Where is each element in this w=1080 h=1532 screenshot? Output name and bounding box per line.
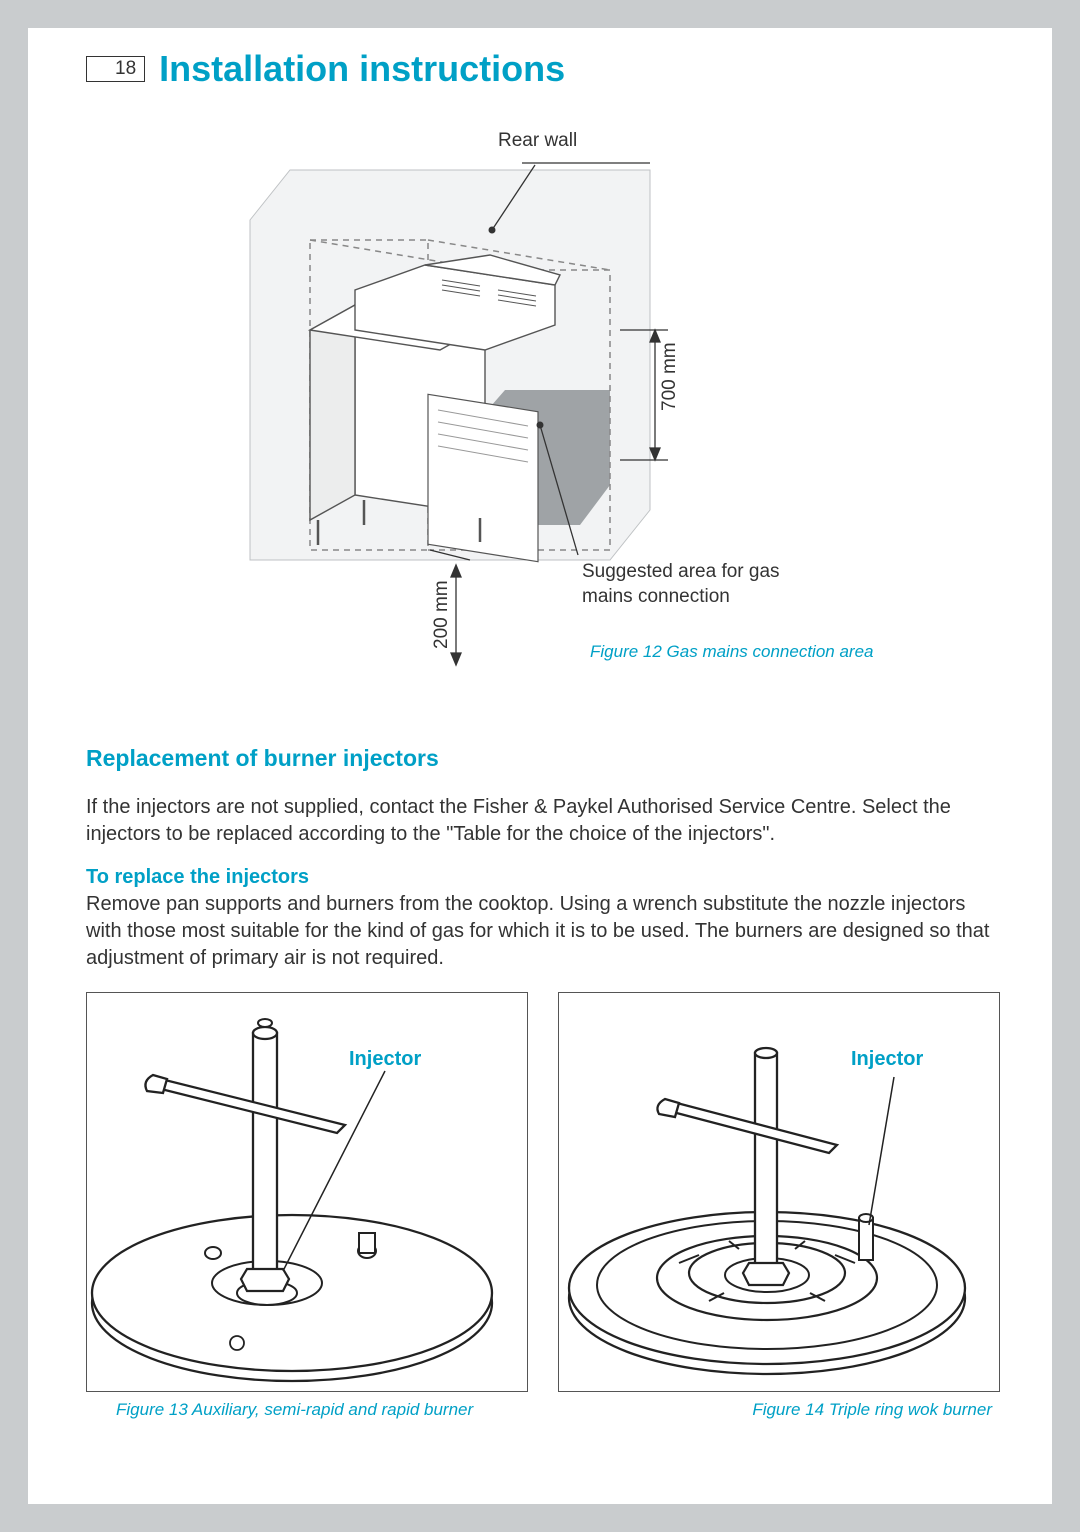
figure-14-injector-label: Injector — [851, 1048, 923, 1071]
figure-14-caption: Figure 14 Triple ring wok burner — [558, 1400, 1000, 1420]
suggested-area-label: Suggested area for gas mains connection — [582, 560, 780, 609]
page-title: Installation instructions — [159, 48, 565, 90]
figure-12: Rear wall 700 mm 200 mm Suggested area f… — [180, 130, 900, 705]
rear-wall-label: Rear wall — [498, 130, 577, 152]
paragraph-1: If the injectors are not supplied, conta… — [86, 794, 994, 848]
figure-12-caption: Figure 12 Gas mains connection area — [590, 642, 874, 662]
figure-14-frame: Injector — [558, 992, 1000, 1392]
figure-13-injector-label: Injector — [349, 1048, 421, 1071]
paragraph-2: Remove pan supports and burners from the… — [86, 891, 994, 972]
section-heading: Replacement of burner injectors — [86, 745, 994, 772]
page-header: 18 Installation instructions — [86, 48, 994, 90]
dimension-200mm: 200 mm — [431, 580, 453, 649]
figure-13-caption: Figure 13 Auxiliary, semi-rapid and rapi… — [86, 1400, 528, 1420]
figure-13-frame: Injector — [86, 992, 528, 1392]
figure-14: Injector — [558, 992, 1000, 1420]
dimension-700mm: 700 mm — [659, 342, 681, 411]
document-page: 18 Installation instructions Rear wall 7… — [28, 28, 1052, 1504]
page-number: 18 — [115, 58, 136, 79]
figure-12-svg — [180, 130, 900, 690]
page-number-box: 18 — [86, 56, 145, 82]
figure-14-svg — [559, 993, 999, 1392]
sub-heading: To replace the injectors — [86, 866, 994, 889]
figure-13-svg — [87, 993, 527, 1392]
figure-13: Injector — [86, 992, 528, 1420]
figure-row: Injector — [86, 992, 994, 1420]
